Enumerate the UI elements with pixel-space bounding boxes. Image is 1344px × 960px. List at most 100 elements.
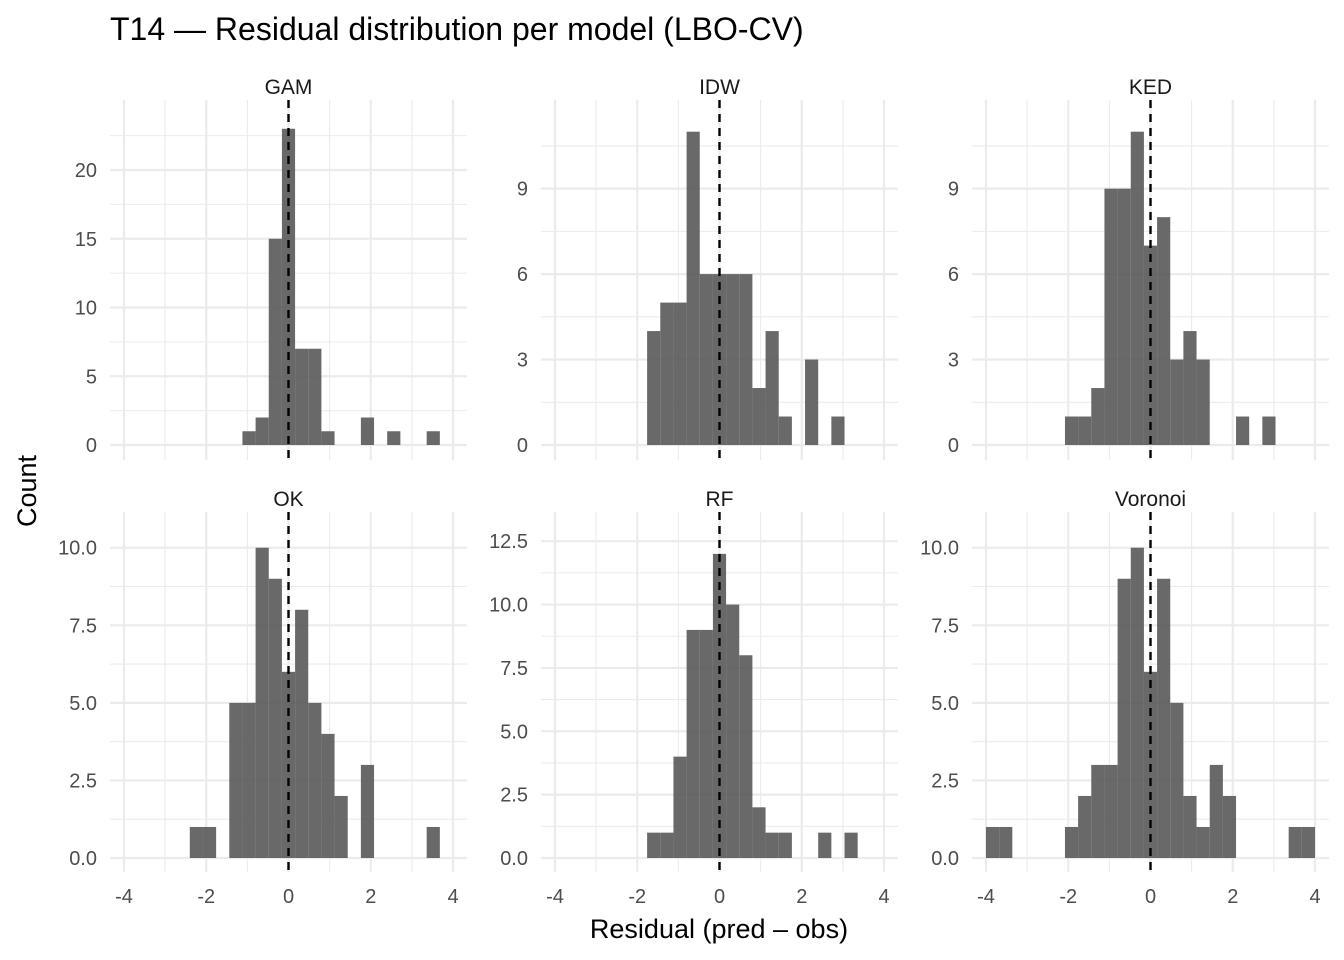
y-tick-label: 7.5 [69, 615, 97, 637]
facet-label-ked: KED [1129, 76, 1172, 99]
histogram-bar [660, 302, 674, 445]
histogram-bar [1301, 826, 1315, 858]
histogram-bar [255, 417, 269, 445]
histogram-bar [1183, 795, 1197, 858]
histogram-bar [765, 832, 779, 858]
y-tick-label: 10 [75, 298, 97, 320]
histogram-bar [778, 416, 792, 445]
histogram-bar [360, 417, 375, 445]
histogram-bar [426, 431, 440, 445]
y-tick-label: 0 [948, 435, 959, 457]
histogram-bar [321, 733, 335, 858]
histogram-bar [1288, 826, 1302, 858]
histogram-bar [1104, 188, 1118, 446]
facet-idw: IDW 0 3 6 9 [517, 76, 898, 460]
histogram-bar [295, 348, 309, 445]
facet-ok: OK 0.0 2.5 5.0 7.5 10.0 -4 -2 0 2 4 [58, 488, 467, 908]
histogram-bar [1222, 795, 1237, 858]
x-tick-label: -2 [1059, 886, 1077, 908]
histogram-bar [647, 331, 661, 445]
histogram-bar [699, 274, 713, 445]
histogram-bar [699, 629, 713, 858]
y-tick-label: 5.0 [931, 693, 959, 715]
histogram-bar [229, 702, 243, 858]
facet-label-ok: OK [273, 488, 303, 511]
histogram-bar [660, 832, 674, 858]
histogram-bar [726, 274, 740, 445]
histogram-bar [1196, 826, 1210, 858]
histogram-bar [1117, 188, 1131, 446]
y-axis-title: Count [12, 454, 42, 527]
histogram-bar [673, 302, 687, 445]
histogram-bar [1236, 416, 1250, 445]
histogram-bar [1183, 331, 1197, 445]
x-tick-label: 2 [796, 886, 807, 908]
x-tick-label: 2 [365, 886, 376, 908]
histogram-bar [752, 807, 766, 858]
histogram-bar [726, 604, 740, 858]
y-tick-label: 5 [86, 366, 97, 388]
facet-label-idw: IDW [699, 76, 740, 99]
histogram-bar [686, 131, 700, 446]
y-tick-label: 7.5 [500, 658, 528, 680]
histogram-bar [1117, 578, 1131, 858]
histogram-bar [242, 431, 256, 445]
y-tick-label: 0 [517, 435, 528, 457]
y-tick-label: 3 [948, 350, 959, 372]
y-tick-label: 5.0 [69, 693, 97, 715]
x-tick-label: 0 [283, 886, 294, 908]
histogram-bar [739, 655, 753, 858]
histogram-bar [1157, 578, 1171, 858]
histogram-bar [1130, 547, 1144, 858]
facet-rf: RF 0.0 2.5 5.0 7.5 10.0 12.5 -4 -2 0 2 4 [489, 488, 898, 908]
facet-gam: GAM 0 5 10 15 20 [75, 76, 467, 460]
histogram-bar [321, 431, 335, 445]
y-tick-label: 7.5 [931, 615, 959, 637]
histogram-bar [1170, 359, 1184, 445]
y-tick-label: 0 [86, 435, 97, 457]
facet-voronoi: Voronoi 0.0 2.5 5.0 7.5 10.0 -4 -2 0 2 4 [920, 488, 1329, 908]
x-tick-label: 0 [714, 886, 725, 908]
histogram-bar [268, 578, 282, 858]
y-tick-label: 2.5 [500, 785, 528, 807]
facet-label-voronoi: Voronoi [1115, 488, 1186, 511]
histogram-bar [1064, 826, 1079, 858]
histogram-bar [986, 826, 1000, 858]
facet-label-rf: RF [706, 488, 734, 511]
histogram-bar [1170, 702, 1184, 858]
histogram-bar [1196, 359, 1210, 445]
x-tick-label: -2 [197, 886, 215, 908]
facet-panels: GAM05101520IDW0369KED0369OK0.02.55.07.51… [58, 76, 1329, 908]
y-tick-label: 0.0 [500, 848, 528, 870]
chart-title: T14 — Residual distribution per model (L… [110, 11, 804, 47]
histogram-bar [387, 431, 401, 445]
y-tick-label: 2.5 [69, 770, 97, 792]
y-tick-label: 5.0 [500, 721, 528, 743]
histogram-bar [360, 764, 375, 858]
y-tick-label: 2.5 [931, 770, 959, 792]
histogram-bar [818, 832, 832, 858]
histogram-bar [844, 832, 858, 858]
y-tick-label: 10.0 [58, 538, 97, 560]
y-tick-label: 10.0 [920, 538, 959, 560]
y-tick-label: 15 [75, 229, 97, 251]
histogram-bar [805, 359, 819, 445]
y-tick-label: 12.5 [489, 531, 528, 553]
y-tick-label: 20 [75, 160, 97, 182]
histogram-bar [1078, 795, 1092, 858]
histogram-bar [778, 832, 792, 858]
histogram-bar [712, 553, 727, 858]
y-tick-label: 0.0 [931, 848, 959, 870]
x-tick-label: 2 [1227, 886, 1238, 908]
x-tick-label: 0 [1145, 886, 1156, 908]
histogram-bar [1157, 217, 1171, 445]
histogram-bar [1262, 416, 1276, 445]
x-axis-title: Residual (pred – obs) [590, 914, 848, 944]
histogram-bar [1091, 388, 1105, 445]
y-tick-label: 3 [517, 350, 528, 372]
histogram-bar [189, 826, 203, 858]
histogram-bar [673, 756, 687, 858]
histogram-bar [999, 826, 1013, 858]
histogram-bar [334, 795, 348, 858]
